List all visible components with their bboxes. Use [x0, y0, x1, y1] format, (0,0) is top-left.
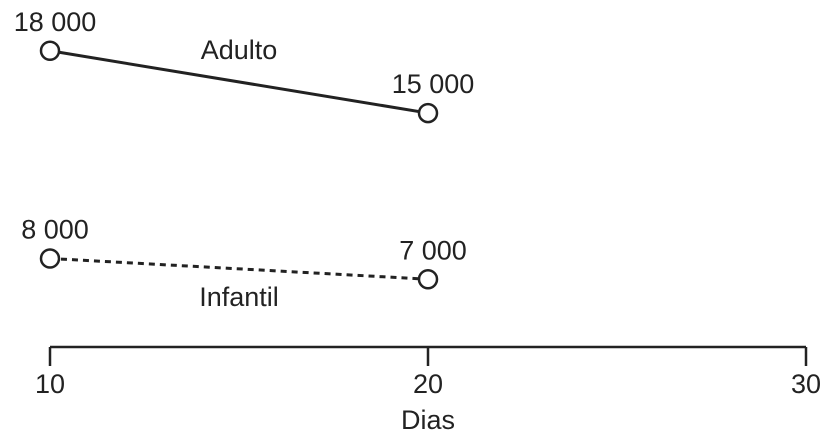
value-label: 8 000 — [21, 215, 89, 245]
value-label: 15 000 — [392, 69, 475, 99]
series-label: Adulto — [201, 35, 278, 65]
point — [39, 40, 61, 62]
series-line — [49, 49, 429, 115]
point — [39, 248, 61, 269]
x-tick-label: 30 — [791, 369, 821, 399]
x-tick-label: 20 — [413, 369, 443, 399]
point — [417, 268, 439, 290]
x-axis-label: Dias — [401, 405, 455, 435]
value-label: 18 000 — [14, 7, 97, 37]
series-line — [49, 256, 429, 281]
x-tick-label: 10 — [35, 369, 65, 399]
value-label: 7 000 — [399, 235, 467, 265]
point — [417, 102, 439, 124]
series-label: Infantil — [199, 282, 279, 312]
